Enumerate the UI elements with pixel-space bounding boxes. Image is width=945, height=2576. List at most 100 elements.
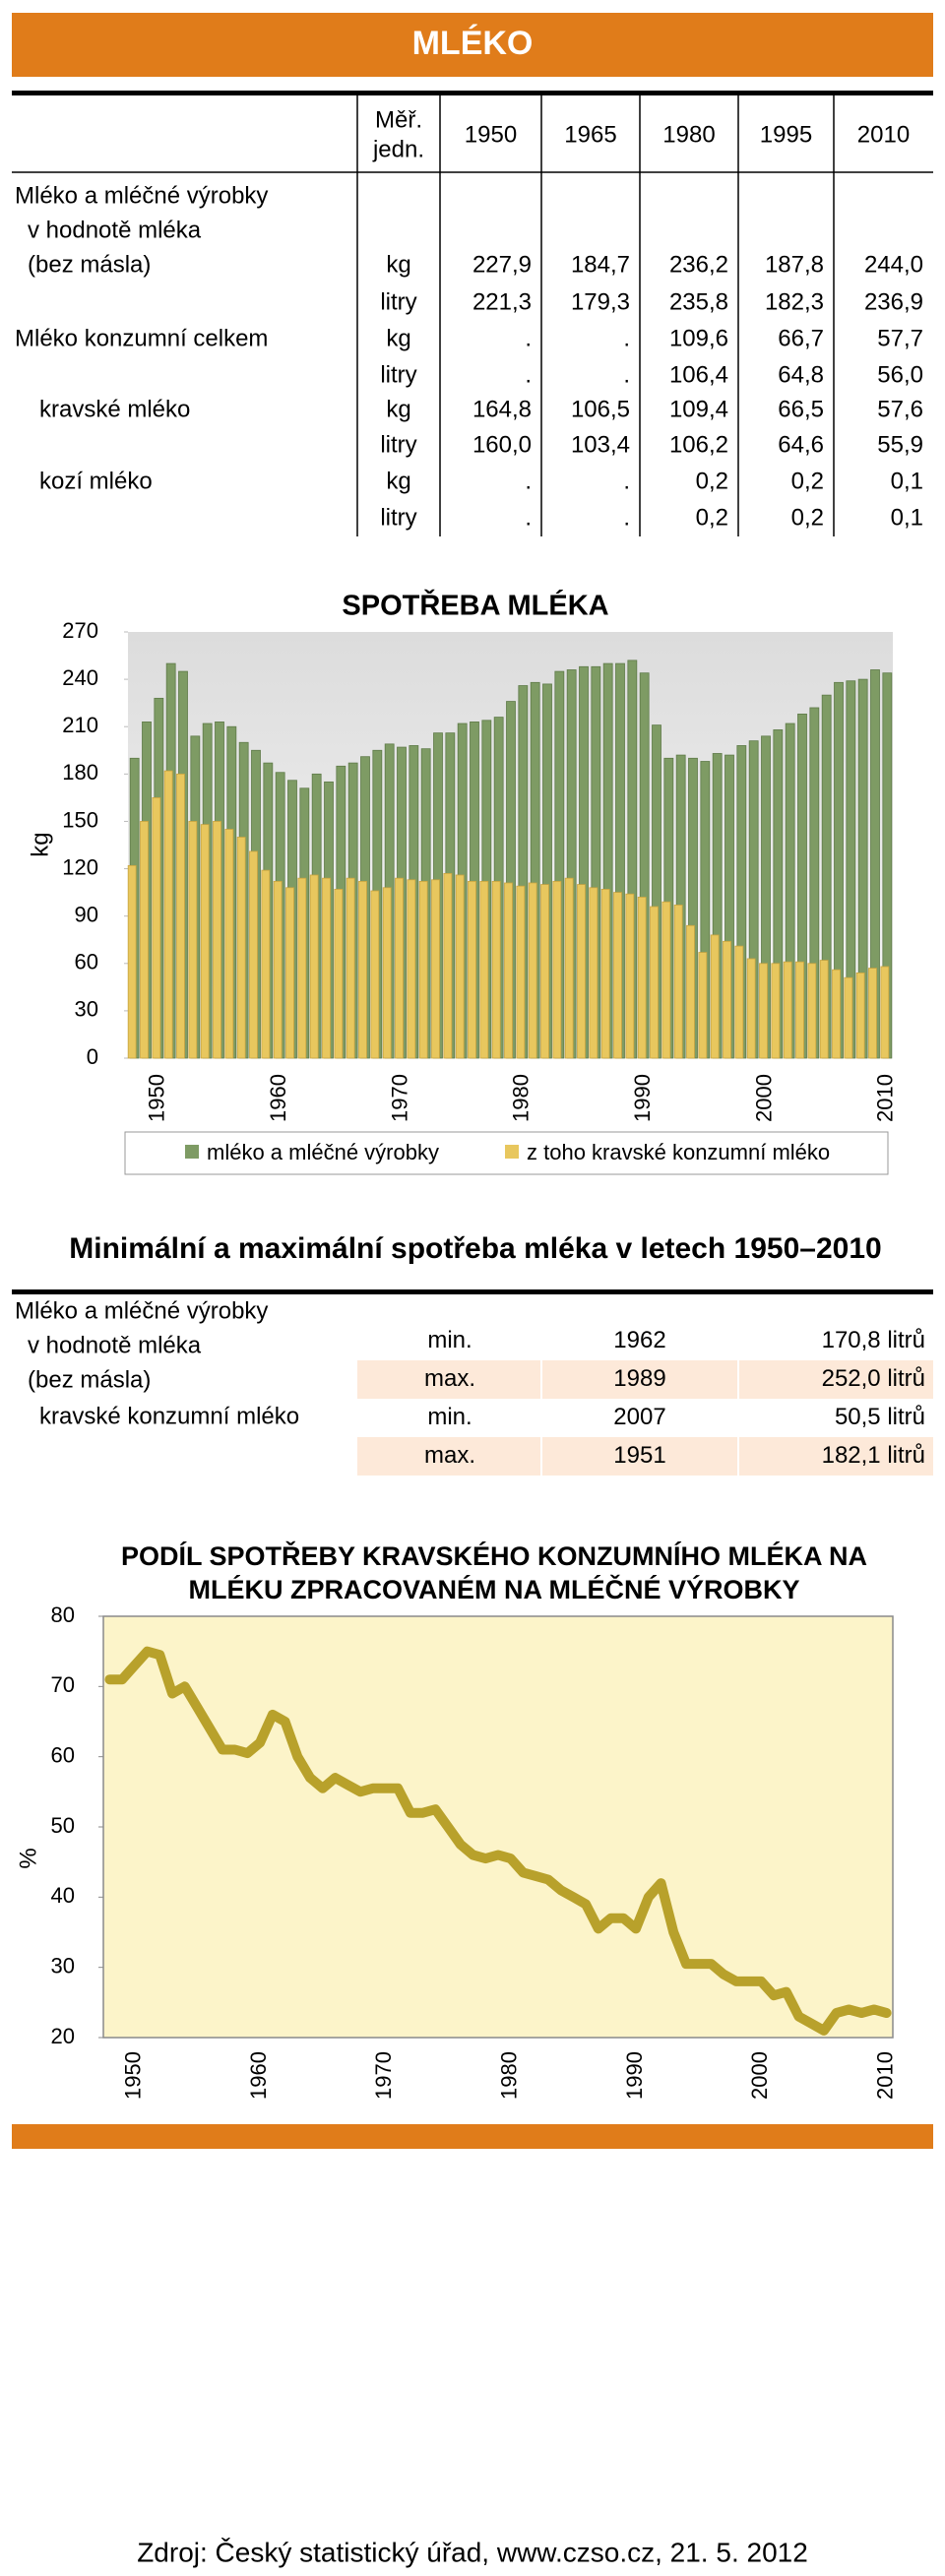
y-axis-label: % bbox=[15, 1848, 41, 1868]
row-label: v hodnotě mléka bbox=[28, 217, 202, 243]
cell-value: 184,7 bbox=[571, 251, 630, 278]
year-header: 1965 bbox=[564, 121, 616, 148]
cell-value: 164,8 bbox=[472, 396, 532, 422]
x-tick-label: 2010 bbox=[872, 2051, 897, 2100]
unit: kg bbox=[386, 251, 410, 278]
cell-value: 106,2 bbox=[669, 431, 728, 458]
y-tick-label: 180 bbox=[62, 760, 98, 785]
y-tick-label: 20 bbox=[51, 2024, 75, 2048]
rule bbox=[12, 91, 933, 95]
bar bbox=[213, 821, 221, 1059]
bar bbox=[358, 880, 367, 1059]
bar bbox=[176, 773, 185, 1059]
cell-value: 50,5 litrů bbox=[835, 1404, 925, 1430]
bar bbox=[564, 877, 574, 1059]
cell-kind: max. bbox=[424, 1365, 475, 1392]
x-tick-label: 1990 bbox=[622, 2051, 647, 2100]
cell-value: 56,0 bbox=[877, 361, 923, 388]
bar bbox=[297, 877, 307, 1059]
year-header: 1995 bbox=[760, 121, 812, 148]
bar bbox=[322, 877, 331, 1059]
bar bbox=[188, 821, 198, 1059]
cell-value: . bbox=[623, 468, 630, 494]
unit: litry bbox=[380, 288, 416, 315]
minmax-title: Minimální a maximální spotřeba mléka v l… bbox=[69, 1232, 881, 1265]
bar bbox=[468, 880, 476, 1059]
bar bbox=[589, 887, 598, 1059]
cell-value: 64,8 bbox=[778, 361, 824, 388]
bar bbox=[140, 821, 149, 1059]
y-tick-label: 30 bbox=[51, 1953, 75, 1978]
legend-label: z toho kravské konzumní mléko bbox=[527, 1140, 830, 1164]
cell-value: 103,4 bbox=[571, 431, 630, 458]
row-shade bbox=[357, 1437, 933, 1476]
legend-swatch bbox=[185, 1145, 199, 1159]
x-tick-label: 1980 bbox=[497, 2051, 522, 2100]
bar bbox=[844, 976, 853, 1059]
cell-year: 2007 bbox=[613, 1404, 665, 1430]
bar bbox=[285, 887, 294, 1059]
bar bbox=[309, 874, 319, 1059]
cell-value: . bbox=[623, 504, 630, 531]
cell-value: . bbox=[525, 468, 532, 494]
cell-value: 0,2 bbox=[696, 504, 728, 531]
bar bbox=[673, 905, 683, 1059]
bar bbox=[771, 963, 781, 1059]
x-tick-label: 1970 bbox=[387, 1074, 411, 1122]
cell-value: 0,2 bbox=[791, 468, 824, 494]
bar bbox=[855, 973, 865, 1059]
y-tick-label: 0 bbox=[87, 1044, 98, 1069]
row-label: v hodnotě mléka bbox=[28, 1332, 202, 1358]
bar bbox=[163, 770, 173, 1059]
cell-value: 0,2 bbox=[791, 504, 824, 531]
cell-value: 187,8 bbox=[765, 251, 824, 278]
unit: kg bbox=[386, 396, 410, 422]
bar bbox=[346, 877, 355, 1059]
legend-label: mléko a mléčné výrobky bbox=[207, 1140, 439, 1164]
cell-value: 252,0 litrů bbox=[822, 1365, 925, 1392]
bar bbox=[224, 829, 234, 1059]
cell-value: 57,6 bbox=[877, 396, 923, 422]
cell-kind: max. bbox=[424, 1442, 475, 1469]
cell-year: 1962 bbox=[613, 1327, 665, 1353]
bar bbox=[868, 968, 877, 1059]
cell-kind: min. bbox=[427, 1327, 472, 1353]
cell-value: 244,0 bbox=[864, 251, 923, 278]
bar bbox=[662, 901, 671, 1059]
y-tick-label: 70 bbox=[51, 1672, 75, 1697]
cell-value: 66,7 bbox=[778, 325, 824, 351]
data-line bbox=[104, 1646, 892, 2036]
row-label: kravské konzumní mléko bbox=[39, 1403, 299, 1429]
bar bbox=[832, 969, 841, 1059]
cell-value: 0,1 bbox=[891, 468, 923, 494]
row-label: Mléko a mléčné výrobky bbox=[15, 1297, 268, 1324]
y-tick-label: 40 bbox=[51, 1883, 75, 1908]
y-tick-label: 120 bbox=[62, 854, 98, 879]
bar bbox=[455, 874, 465, 1059]
y-tick-label: 50 bbox=[51, 1813, 75, 1838]
bar bbox=[650, 906, 659, 1059]
bar bbox=[613, 892, 622, 1059]
bar bbox=[370, 890, 380, 1059]
cell-value: 0,2 bbox=[696, 468, 728, 494]
bar bbox=[746, 958, 756, 1059]
y-tick-label: 60 bbox=[51, 1742, 75, 1767]
cell-value: 182,1 litrů bbox=[822, 1442, 925, 1469]
x-tick-label: 1950 bbox=[121, 2051, 146, 2100]
x-tick-label: 1990 bbox=[630, 1074, 655, 1122]
bar bbox=[807, 963, 817, 1059]
y-tick-label: 270 bbox=[62, 618, 98, 643]
legend-swatch bbox=[505, 1145, 519, 1159]
x-tick-label: 1960 bbox=[266, 1074, 290, 1122]
cell-value: 106,4 bbox=[669, 361, 728, 388]
header-bar bbox=[12, 13, 933, 77]
bar bbox=[418, 880, 428, 1059]
plot-area bbox=[102, 1615, 894, 2039]
bar bbox=[783, 961, 792, 1059]
y-tick-label: 80 bbox=[51, 1602, 75, 1627]
bar bbox=[395, 877, 404, 1059]
bar bbox=[795, 961, 804, 1059]
bar bbox=[479, 880, 489, 1059]
bar bbox=[261, 869, 271, 1059]
